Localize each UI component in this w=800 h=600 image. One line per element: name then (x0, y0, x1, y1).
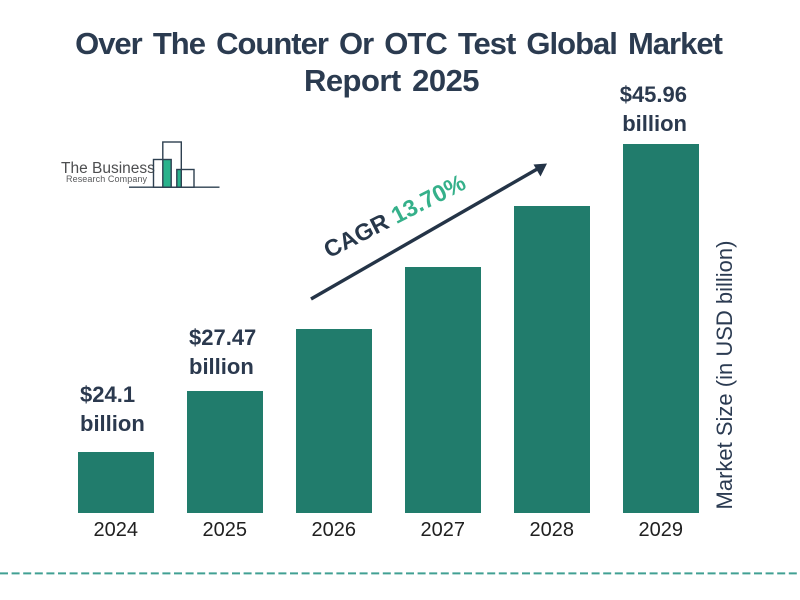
svg-text:CAGR13.70%: CAGR13.70% (319, 169, 469, 263)
